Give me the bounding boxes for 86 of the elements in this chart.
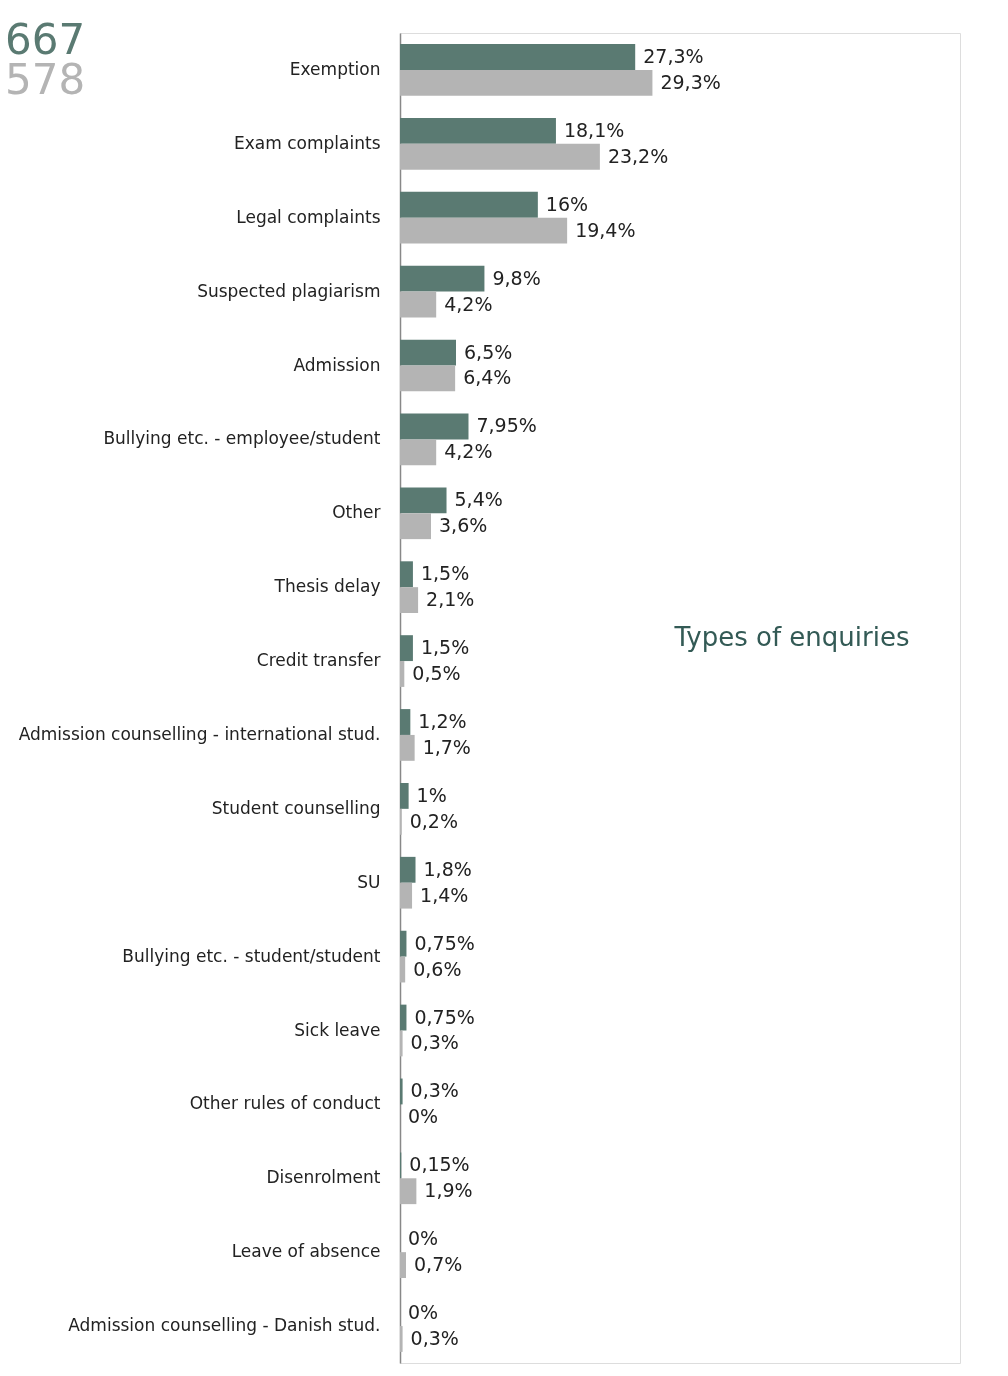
y-tick-label: Exemption <box>289 58 381 79</box>
bar <box>400 217 568 244</box>
bar <box>400 734 415 761</box>
y-tick-label: Student counselling <box>211 797 381 818</box>
y-tick-label: Legal complaints <box>236 206 381 227</box>
bar <box>400 561 413 588</box>
bar <box>400 1326 403 1352</box>
y-tick-label: Credit transfer <box>256 650 381 671</box>
data-label: 4,2% <box>444 440 493 463</box>
data-label: 16% <box>545 192 589 215</box>
bar <box>400 365 456 392</box>
bar <box>400 265 485 292</box>
bar <box>400 117 556 144</box>
y-tick-label: Sick leave <box>294 1019 381 1040</box>
data-label: 1,5% <box>420 636 470 659</box>
bar <box>400 44 636 70</box>
bar <box>400 635 413 662</box>
data-label: 2,1% <box>426 588 475 611</box>
data-label: 19,4% <box>575 218 636 241</box>
bar <box>400 513 432 540</box>
data-label: 9,8% <box>492 266 541 289</box>
bar <box>400 191 538 218</box>
y-tick-label: Thesis delay <box>273 576 381 597</box>
data-label: 0,6% <box>413 957 462 980</box>
bar <box>400 339 456 366</box>
bar <box>400 439 437 466</box>
data-label: 0% <box>408 1105 439 1128</box>
y-tick-label: Disenrolment <box>266 1167 381 1188</box>
bar <box>400 782 409 809</box>
data-label: 1,5% <box>420 562 470 585</box>
bar <box>400 1030 403 1057</box>
data-label: 0,3% <box>410 1079 459 1102</box>
data-label: 3,6% <box>439 514 488 537</box>
y-tick-label: Bullying etc. - student/student <box>122 945 381 966</box>
data-label: 0,75% <box>414 931 475 954</box>
bar <box>400 709 411 735</box>
data-label: 1,4% <box>420 883 469 906</box>
data-label: 1,2% <box>418 710 467 733</box>
y-tick-label: Admission <box>293 354 381 375</box>
data-label: 1% <box>416 783 447 806</box>
data-label: 27,3% <box>643 45 704 68</box>
y-tick-label: Leave of absence <box>231 1241 381 1262</box>
bar <box>400 1178 417 1205</box>
y-tick-label: Admission counselling - Danish stud. <box>68 1315 381 1336</box>
bar <box>400 956 406 983</box>
data-label: 6,5% <box>464 340 513 363</box>
y-tick-label: SU <box>357 871 381 892</box>
bar <box>400 69 653 96</box>
data-label: 29,3% <box>660 70 721 93</box>
data-label: 0% <box>408 1301 439 1324</box>
data-label: 0,2% <box>409 809 458 832</box>
bar <box>400 487 447 514</box>
y-tick-label: Admission counselling - international stud. <box>18 723 381 744</box>
bar <box>400 1252 407 1279</box>
bar <box>400 291 437 318</box>
bar <box>400 856 416 883</box>
data-label: 23,2% <box>607 144 669 167</box>
data-label: 4,2% <box>444 292 493 315</box>
data-label: 1,9% <box>424 1179 473 1202</box>
bar <box>400 1004 407 1031</box>
bar <box>400 882 413 909</box>
data-label: 0,75% <box>414 1005 475 1028</box>
data-label: 6,4% <box>463 366 512 389</box>
y-tick-label: Bullying etc. - employee/student <box>103 428 381 449</box>
bar <box>400 143 600 170</box>
data-label: 0,5% <box>412 661 461 684</box>
data-label: 18,1% <box>563 118 625 141</box>
bar <box>400 930 407 957</box>
data-label: 0,3% <box>410 1326 459 1349</box>
bar <box>400 413 469 440</box>
y-tick-label: Exam complaints <box>234 132 381 153</box>
data-label: 1,8% <box>423 857 472 880</box>
y-tick-label: Other <box>332 502 381 523</box>
data-label: 1,7% <box>422 735 471 758</box>
y-tick-label: Suspected plagiarism <box>197 280 381 301</box>
data-label: 0% <box>408 1227 439 1250</box>
data-label: 0,15% <box>409 1153 470 1176</box>
data-label: 7,95% <box>476 414 537 437</box>
data-label: 0,3% <box>410 1031 459 1054</box>
y-tick-label: Other rules of conduct <box>189 1093 381 1114</box>
data-label: 5,4% <box>454 488 503 511</box>
data-label: 0,7% <box>414 1253 463 1276</box>
bar <box>400 1078 403 1105</box>
bar <box>400 587 419 614</box>
bar <box>400 661 405 687</box>
text: Types of enquiries <box>673 622 910 652</box>
